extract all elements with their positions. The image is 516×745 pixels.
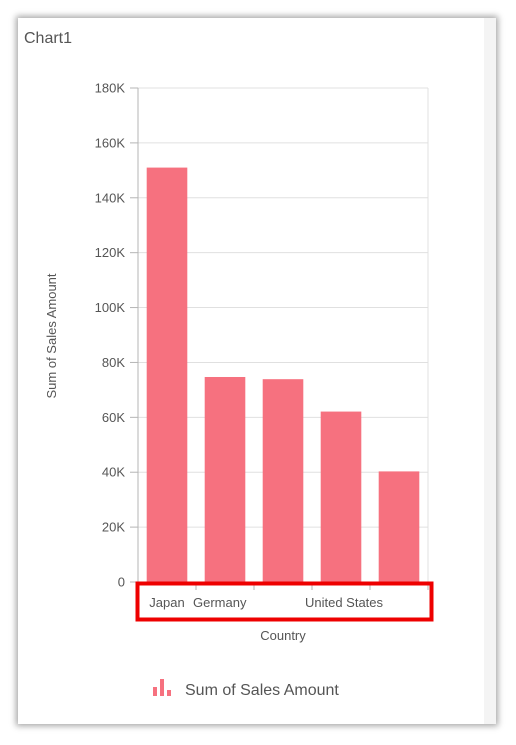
legend-label: Sum of Sales Amount xyxy=(185,682,339,699)
scrollbar-track[interactable] xyxy=(484,18,496,724)
y-axis-title: Sum of Sales Amount xyxy=(44,273,59,398)
x-axis-title: Country xyxy=(260,628,306,643)
y-tick-label: 180K xyxy=(95,81,126,96)
bar-chart-icon xyxy=(153,679,171,696)
y-tick-label: 100K xyxy=(95,300,126,315)
bar[interactable] xyxy=(320,411,362,582)
x-tick-label: Germany xyxy=(193,595,247,610)
y-tick-label: 0 xyxy=(118,575,125,590)
y-tick-label: 20K xyxy=(102,520,125,535)
bar[interactable] xyxy=(204,376,246,582)
bar[interactable] xyxy=(378,471,420,582)
chart-card xyxy=(18,18,496,724)
x-axis-highlight-box xyxy=(135,581,434,622)
chart-title: Chart1 xyxy=(24,30,73,47)
y-tick-label: 40K xyxy=(102,465,125,480)
x-tick-label: Japan xyxy=(149,595,184,610)
bar[interactable] xyxy=(262,379,304,582)
y-tick-label: 60K xyxy=(102,410,125,425)
bar[interactable] xyxy=(146,167,188,583)
y-tick-label: 120K xyxy=(95,245,126,260)
y-tick-label: 140K xyxy=(95,190,126,205)
legend[interactable]: Sum of Sales Amount xyxy=(153,679,339,699)
y-tick-label: 80K xyxy=(102,355,125,370)
x-tick-label: United States xyxy=(305,595,384,610)
y-tick-label: 160K xyxy=(95,135,126,150)
